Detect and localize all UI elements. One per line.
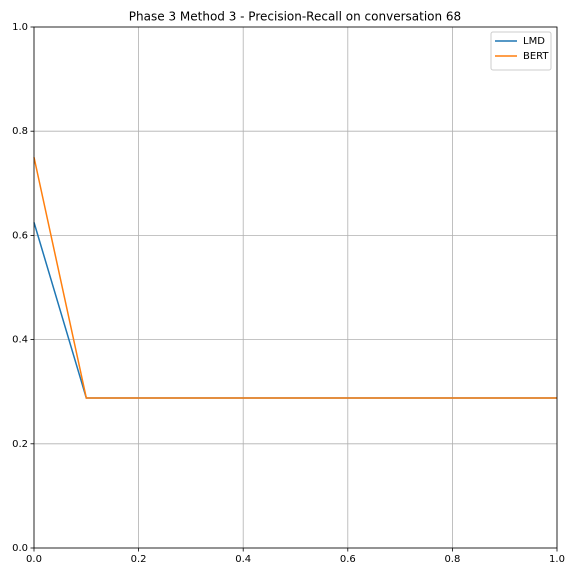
y-tick-label: 1.0 [12,22,28,33]
x-tick-label: 0.2 [131,554,147,565]
legend-label: LMD [523,36,545,47]
x-tick-label: 0.0 [26,554,42,565]
y-tick-label: 0.6 [12,230,28,241]
plot-frame [33,26,558,549]
y-tick-label: 0.8 [12,126,28,137]
y-tick-label: 0.4 [12,335,28,346]
legend-label: BERT [523,51,549,62]
x-tick-label: 0.6 [340,554,356,565]
x-tick-label: 0.4 [235,554,251,565]
chart-title: Phase 3 Method 3 - Precision-Recall on c… [129,10,461,24]
y-tick-label: 0.2 [12,439,28,450]
x-tick-label: 1.0 [549,554,565,565]
y-tick-label: 0.0 [12,543,28,554]
line-series [33,157,557,399]
x-tick-label: 0.8 [444,554,460,565]
